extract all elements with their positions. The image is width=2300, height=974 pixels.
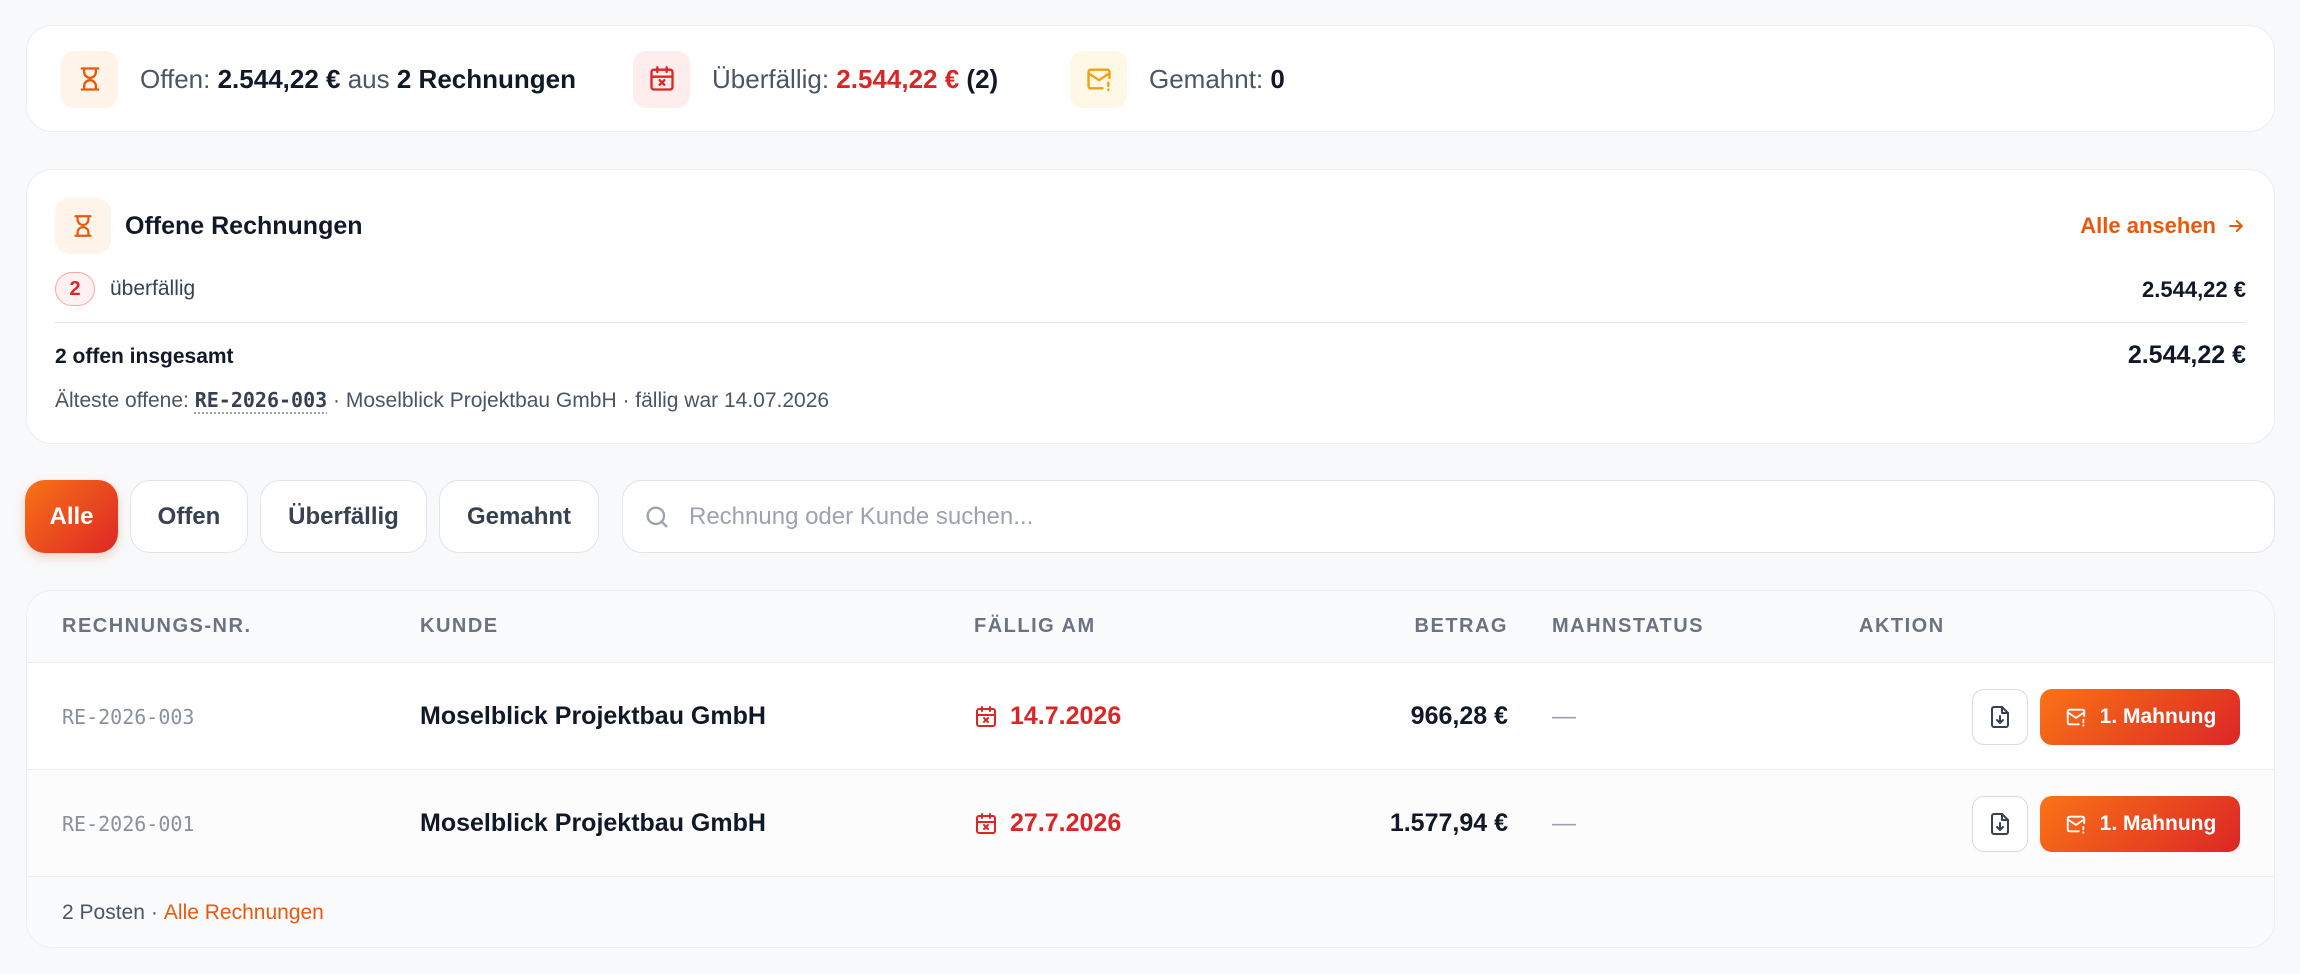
header-due: FÄLLIG AM	[974, 615, 1096, 637]
stat-open-label: Offen:	[140, 63, 211, 94]
stat-reminded-value: 0	[1270, 63, 1285, 94]
total-open-amount: 2.544,22 €	[2127, 341, 2246, 369]
footer-separator: ·	[150, 901, 158, 924]
calendar-x-icon	[976, 705, 996, 727]
stat-open-text: Offen: 2.544,22 € aus 2 Rechnungen	[140, 64, 576, 95]
mail-alert-icon	[1070, 50, 1127, 108]
reminder-status: —	[1552, 809, 1576, 837]
stat-open-from: aus	[347, 63, 390, 94]
send-reminder-label: 1. Mahnung	[2099, 811, 2217, 835]
stat-reminded-label: Gemahnt:	[1149, 63, 1264, 94]
stat-overdue-text: Überfällig: 2.544,22 € (2)	[712, 64, 998, 95]
calendar-x-icon	[633, 50, 690, 108]
footer-count: 2 Posten	[62, 901, 145, 924]
oldest-suffix: · Moselblick Projektbau GmbH · fällig wa…	[333, 389, 830, 412]
file-download-icon	[1991, 812, 2009, 835]
due-date-text: 14.7.2026	[1010, 702, 1122, 730]
row-actions: 1. Mahnung	[1972, 770, 2240, 877]
arrow-right-icon	[2229, 219, 2243, 233]
send-reminder-button[interactable]: 1. Mahnung	[2040, 795, 2240, 852]
header-amount: BETRAG	[1414, 615, 1508, 637]
table-row[interactable]: RE-2026-003 Moselblick Projektbau GmbH 1…	[27, 663, 2274, 770]
search-input[interactable]	[689, 502, 2189, 531]
view-all-link[interactable]: Alle ansehen	[2080, 213, 2246, 239]
invoice-number: RE-2026-001	[62, 811, 195, 836]
stat-overdue: Überfällig: 2.544,22 € (2)	[633, 50, 998, 108]
filter-reminded-button[interactable]: Gemahnt	[439, 480, 599, 553]
customer-name: Moselblick Projektbau GmbH	[420, 702, 766, 730]
all-invoices-link[interactable]: Alle Rechnungen	[163, 901, 324, 924]
table-footer: 2 Posten · Alle Rechnungen	[27, 877, 2274, 947]
overdue-count-badge: 2	[55, 272, 95, 306]
oldest-invoice-link[interactable]: RE-2026-003	[194, 388, 328, 412]
mail-alert-icon	[2066, 815, 2085, 834]
header-action: AKTION	[1859, 615, 1945, 637]
send-reminder-button[interactable]: 1. Mahnung	[2040, 688, 2240, 745]
hourglass-icon	[61, 50, 118, 108]
due-date: 14.7.2026	[974, 663, 1121, 770]
calendar-x-icon	[976, 812, 996, 834]
mail-alert-icon	[2066, 708, 2085, 727]
divider	[55, 322, 2246, 323]
search-box[interactable]	[622, 480, 2275, 553]
header-customer: KUNDE	[420, 615, 499, 637]
table-row[interactable]: RE-2026-001 Moselblick Projektbau GmbH 2…	[27, 770, 2274, 877]
due-date-text: 27.7.2026	[1010, 809, 1122, 837]
due-date: 27.7.2026	[974, 770, 1121, 877]
table-header: RECHNUNGS-NR. KUNDE FÄLLIG AM BETRAG MAH…	[27, 591, 2274, 663]
stat-reminded-text: Gemahnt: 0	[1149, 64, 1285, 95]
invoice-table: RECHNUNGS-NR. KUNDE FÄLLIG AM BETRAG MAH…	[26, 590, 2275, 948]
invoice-number: RE-2026-003	[62, 704, 195, 729]
reminder-status: —	[1552, 702, 1576, 730]
filter-all-button[interactable]: Alle	[25, 480, 118, 553]
file-download-icon	[1991, 705, 2009, 728]
filter-open-button[interactable]: Offen	[130, 480, 248, 553]
open-invoices-card: Offene Rechnungen Alle ansehen 2 überfäl…	[26, 169, 2275, 444]
open-invoices-title: Offene Rechnungen	[125, 212, 363, 240]
stat-overdue-label: Überfällig:	[712, 63, 830, 94]
send-reminder-label: 1. Mahnung	[2099, 704, 2217, 728]
invoice-amount: 1.577,94 €	[1389, 809, 1508, 837]
download-button[interactable]	[1972, 795, 2028, 852]
hourglass-icon	[55, 198, 111, 254]
filter-overdue-button[interactable]: Überfällig	[260, 480, 427, 553]
summary-bar: Offen: 2.544,22 € aus 2 Rechnungen Überf…	[26, 25, 2275, 132]
stat-open: Offen: 2.544,22 € aus 2 Rechnungen	[61, 50, 576, 108]
row-actions: 1. Mahnung	[1972, 663, 2240, 770]
customer-name: Moselblick Projektbau GmbH	[420, 809, 766, 837]
header-number: RECHNUNGS-NR.	[62, 615, 252, 637]
overdue-amount: 2.544,22 €	[2142, 277, 2246, 302]
invoice-amount: 966,28 €	[1410, 702, 1508, 730]
stat-overdue-amount: 2.544,22 €	[836, 63, 960, 94]
stat-reminded: Gemahnt: 0	[1070, 50, 1285, 108]
overdue-label: überfällig	[110, 277, 196, 300]
header-status: MAHNSTATUS	[1552, 615, 1705, 637]
stat-open-amount: 2.544,22 €	[217, 63, 341, 94]
view-all-label: Alle ansehen	[2080, 213, 2216, 238]
download-button[interactable]	[1972, 688, 2028, 745]
total-open-label: 2 offen insgesamt	[55, 345, 234, 368]
oldest-open-info: Älteste offene: RE-2026-003 · Moselblick…	[55, 388, 829, 413]
search-icon	[646, 506, 668, 527]
oldest-prefix: Älteste offene:	[55, 389, 189, 412]
stat-overdue-count: (2)	[966, 63, 999, 94]
stat-open-count: 2 Rechnungen	[396, 63, 577, 94]
